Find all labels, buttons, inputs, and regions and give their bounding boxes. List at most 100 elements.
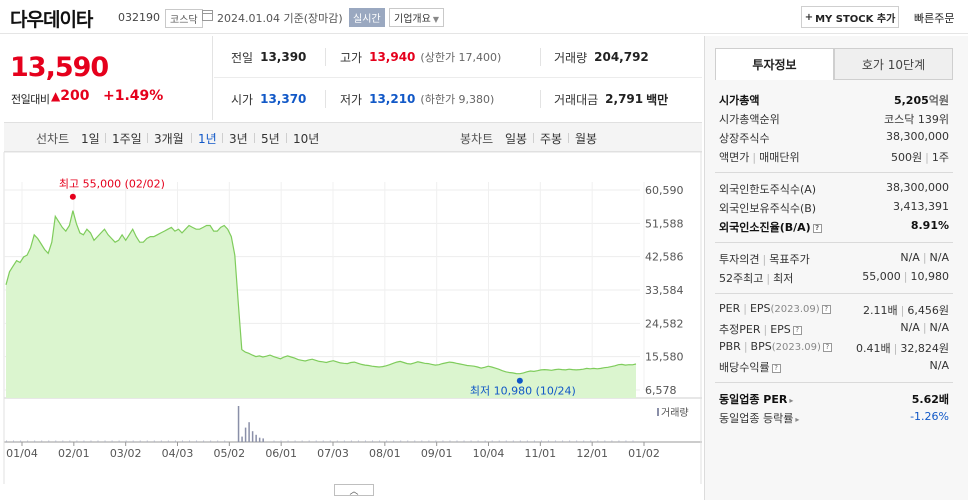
info-key[interactable]: PER | EPS(2023.09)? bbox=[719, 302, 831, 315]
info-key: 상장주식수 bbox=[719, 130, 770, 146]
info-label: PBR bbox=[719, 340, 741, 353]
info-label: 상장주식수 bbox=[719, 132, 770, 145]
info-key[interactable]: PBR | BPS(2023.09)? bbox=[719, 340, 832, 353]
info-value: 10,980 bbox=[910, 270, 950, 283]
tab-hoga-10[interactable]: 호가 10단계 bbox=[834, 48, 953, 80]
period-tab-3y[interactable]: 3년 bbox=[229, 132, 248, 146]
info-value: 8.91% bbox=[910, 219, 949, 232]
volume-bar bbox=[372, 440, 374, 442]
section-divider bbox=[715, 382, 953, 383]
period-tab-5y[interactable]: 5년 bbox=[261, 132, 280, 146]
volume-bar bbox=[111, 440, 113, 442]
info-value: 2.11배 bbox=[863, 304, 898, 317]
volume-bar bbox=[62, 440, 64, 442]
info-val: 2.11배 | 6,456원 bbox=[863, 302, 949, 318]
info-key[interactable]: 외국인소진율(B/A)? bbox=[719, 219, 822, 235]
volume-bar bbox=[590, 440, 592, 442]
price-line bbox=[5, 210, 637, 375]
volume-bar bbox=[255, 434, 257, 442]
divider bbox=[540, 90, 541, 108]
stock-header: 다우데이타 032190 코스닥 2024.01.04 기준(장마감) 실시간 … bbox=[0, 0, 968, 34]
realtime-button[interactable]: 실시간 bbox=[349, 8, 385, 27]
divider bbox=[191, 133, 192, 143]
quick-order-link[interactable]: 빠른주문 bbox=[914, 12, 955, 25]
divider: | bbox=[763, 323, 768, 336]
up-triangle-icon: ▲ bbox=[51, 89, 61, 103]
low-annotation: 최저 10,980 (10/24) bbox=[470, 385, 576, 398]
period-tab-10y[interactable]: 10년 bbox=[293, 132, 320, 146]
volume-bar bbox=[555, 440, 557, 442]
candle-chart-tab[interactable]: 봉차트 bbox=[460, 132, 494, 146]
info-val: 3,413,391 bbox=[893, 200, 949, 213]
volume-bar bbox=[533, 440, 535, 442]
info-val: N/A | N/A bbox=[900, 251, 949, 264]
help-icon: ? bbox=[771, 363, 781, 373]
info-value: 코스닥 139위 bbox=[884, 113, 949, 126]
candle-tab-monthly[interactable]: 월봉 bbox=[575, 132, 598, 146]
chevron-down-icon: ▼ bbox=[432, 15, 439, 24]
volume-bar bbox=[308, 440, 310, 442]
volume-bar bbox=[294, 440, 296, 442]
info-key[interactable]: 동일업종 PER ▸ bbox=[719, 391, 793, 407]
help-icon: ? bbox=[822, 342, 832, 352]
divider: | bbox=[922, 321, 927, 334]
stat-sub: (상한가 17,400) bbox=[420, 51, 502, 64]
market-cap-section: 시가총액 5,205억원 시가총액순위 코스닥 139위 상장주식수 38,300,000… bbox=[719, 90, 949, 166]
opinion-section: 투자의견 | 목표주가 N/A | N/A 52주최고 | 최저 55,000 | 10,980 bbox=[719, 249, 949, 287]
volume-bar bbox=[244, 427, 247, 442]
price-chart[interactable]: 60,590 51,588 42,586 33,584 24,582 15,580 6,57… bbox=[0, 152, 702, 484]
x-tick-label: 03/02 bbox=[110, 447, 142, 460]
section-divider bbox=[715, 293, 953, 294]
volume-bar bbox=[414, 440, 416, 442]
volume-bar bbox=[189, 440, 191, 442]
volume-bar bbox=[41, 440, 43, 442]
mystock-add-button[interactable]: + MY STOCK 추가 bbox=[801, 6, 899, 28]
change-amount: 200 bbox=[60, 88, 90, 104]
info-key[interactable]: 배당수익률? bbox=[719, 359, 781, 375]
info-label: EPS bbox=[770, 323, 791, 336]
period-tab-1d[interactable]: 1일 bbox=[81, 132, 100, 146]
info-key[interactable]: 추정PER | EPS? bbox=[719, 321, 802, 337]
line-chart-tab[interactable]: 선차트 bbox=[36, 132, 70, 146]
info-row: 시가총액순위 코스닥 139위 bbox=[719, 109, 949, 128]
info-key[interactable]: 동일업종 등락률 ▸ bbox=[719, 410, 799, 426]
divider bbox=[540, 48, 541, 66]
volume-bar bbox=[512, 440, 514, 442]
info-label: BPS bbox=[750, 340, 772, 353]
stat-trade-value: 거래대금 2,791 백만 bbox=[554, 78, 668, 120]
candle-tab-daily[interactable]: 일봉 bbox=[505, 132, 528, 146]
info-val: -1.26% bbox=[910, 410, 949, 423]
date-value: 2024.01.04 bbox=[217, 12, 280, 25]
divider: | bbox=[743, 302, 747, 315]
volume-bar bbox=[262, 438, 264, 442]
info-label: 52주최고 bbox=[719, 272, 764, 285]
volume-legend-label: 거래량 bbox=[661, 407, 689, 419]
info-val: 5.62배 bbox=[912, 391, 949, 407]
stock-name: 다우데이타 bbox=[10, 9, 93, 31]
collapse-button[interactable]: ︿ bbox=[334, 484, 374, 497]
divider: | bbox=[900, 304, 905, 317]
candle-tab-weekly[interactable]: 주봉 bbox=[540, 132, 563, 146]
info-value: 6,456원 bbox=[907, 304, 949, 317]
volume-bar bbox=[27, 440, 29, 442]
divider: | bbox=[903, 270, 908, 283]
info-row: 추정PER | EPS? N/A | N/A bbox=[719, 319, 949, 338]
period-tab-1y[interactable]: 1년 bbox=[198, 132, 217, 146]
tab-invest-info[interactable]: 투자정보 bbox=[715, 48, 834, 80]
volume-bar bbox=[350, 440, 352, 442]
info-label: PER bbox=[719, 302, 741, 315]
period-tab-3m[interactable]: 3개월 bbox=[154, 132, 184, 146]
corp-info-dropdown[interactable]: 기업개요 ▼ bbox=[389, 8, 444, 27]
invest-info-panel: 투자정보 호가 10단계 시가총액 5,205억원 시가총액순위 코스닥 139위 상장… bbox=[704, 36, 968, 500]
info-value: N/A bbox=[929, 359, 949, 372]
x-tick-label: 05/02 bbox=[213, 447, 245, 460]
stat-value: 13,940 bbox=[369, 50, 416, 64]
volume-bar bbox=[237, 406, 240, 442]
low-marker bbox=[516, 377, 523, 384]
high-marker bbox=[69, 193, 76, 200]
period-tab-1w[interactable]: 1주일 bbox=[112, 132, 142, 146]
volume-bar bbox=[132, 440, 134, 442]
volume-bar bbox=[428, 440, 430, 442]
info-value: 5.62배 bbox=[911, 393, 949, 406]
stat-volume: 거래량 204,792 bbox=[554, 36, 649, 78]
